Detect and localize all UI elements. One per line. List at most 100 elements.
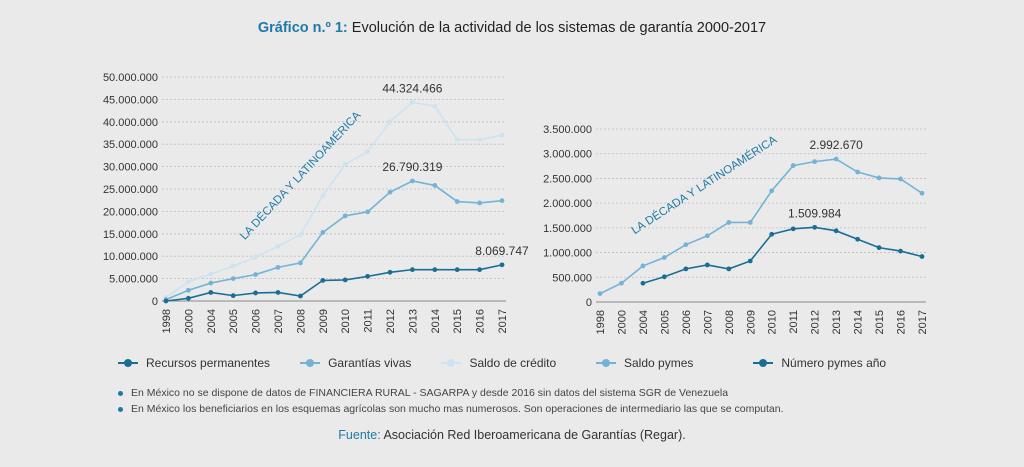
legend-item-recursos-permanentes: Recursos permanentes: [118, 356, 270, 370]
data-point: [230, 293, 236, 299]
legend-label: Saldo pymes: [624, 356, 694, 370]
source-line: Fuente: Asociación Red Iberoamericana de…: [0, 428, 1024, 442]
x-tick-label: 2012: [385, 309, 397, 333]
data-point: [477, 137, 482, 143]
x-tick-label: 2008: [295, 309, 307, 333]
y-tick-label: 1.000.000: [543, 248, 592, 260]
x-tick-label: 2014: [430, 309, 442, 333]
data-point: [432, 103, 438, 109]
data-point: [477, 200, 482, 206]
x-tick-label: 2007: [702, 310, 714, 334]
data-label: 2.992.670: [809, 138, 863, 152]
note-item: En México no se dispone de datos de FINA…: [118, 385, 784, 401]
data-point: [410, 267, 415, 273]
y-tick-label: 35.000.000: [103, 139, 158, 151]
data-point: [619, 280, 624, 286]
legend-label: Garantías vivas: [328, 356, 412, 370]
data-point: [208, 290, 214, 295]
data-point: [298, 232, 303, 238]
x-tick-label: 2000: [616, 310, 628, 334]
x-tick-label: 2013: [407, 309, 419, 333]
data-point: [477, 267, 482, 273]
data-point: [320, 230, 326, 235]
data-point: [230, 263, 236, 269]
y-tick-label: 5.000.000: [109, 274, 158, 286]
data-point: [919, 190, 925, 196]
note-text: En México los beneficiarios en los esque…: [131, 403, 784, 415]
data-point: [387, 269, 393, 275]
data-point: [253, 254, 258, 260]
data-point: [898, 248, 903, 254]
data-point: [365, 209, 370, 215]
data-point: [812, 159, 818, 165]
x-tick-label: 2005: [659, 310, 671, 334]
data-point: [410, 178, 415, 184]
data-point: [683, 266, 689, 272]
x-tick-label: 2014: [853, 310, 865, 334]
x-tick-label: 2015: [874, 310, 886, 334]
y-tick-label: 45.000.000: [103, 94, 158, 106]
data-point: [640, 280, 646, 286]
x-tick-label: 2004: [638, 310, 650, 334]
legend-swatch: [596, 358, 616, 368]
data-point: [454, 267, 460, 273]
data-point: [365, 149, 370, 155]
data-label: 44.324.466: [382, 81, 442, 95]
data-point: [342, 277, 348, 283]
data-point: [208, 271, 214, 277]
x-tick-label: 2008: [724, 310, 736, 334]
data-point: [320, 277, 326, 283]
x-tick-label: 2011: [788, 310, 800, 334]
x-tick-label: 2007: [273, 309, 285, 333]
data-point: [833, 228, 839, 234]
data-point: [186, 279, 191, 285]
y-tick-label: 3.000.000: [543, 149, 592, 161]
data-point: [163, 298, 169, 304]
data-point: [275, 265, 281, 270]
data-point: [186, 287, 191, 293]
data-point: [499, 198, 505, 204]
data-point: [747, 258, 753, 264]
data-point: [454, 199, 460, 204]
y-tick-label: 0: [152, 296, 158, 308]
data-point: [298, 260, 303, 266]
y-tick-label: 2.000.000: [543, 198, 592, 210]
data-label: 1.509.984: [788, 206, 842, 220]
x-tick-label: 1998: [595, 310, 607, 334]
data-point: [769, 231, 775, 237]
data-point: [683, 242, 689, 248]
data-point: [432, 267, 438, 273]
data-point: [253, 290, 258, 296]
x-tick-label: 2009: [318, 309, 330, 333]
x-tick-label: 2010: [340, 309, 352, 333]
x-tick-label: 2015: [452, 309, 464, 333]
y-tick-label: 15.000.000: [103, 229, 158, 241]
data-point: [342, 161, 348, 167]
data-label: 8.069.747: [475, 244, 529, 258]
legend-label: Saldo de crédito: [469, 356, 557, 370]
legend-right: Saldo pymes Número pymes año: [596, 356, 916, 370]
data-point: [387, 119, 393, 125]
series-line: [642, 226, 923, 284]
x-tick-label: 2017: [917, 310, 929, 334]
x-tick-label: 1998: [161, 309, 173, 333]
data-point: [253, 272, 258, 277]
x-tick-label: 2016: [475, 309, 487, 333]
x-tick-label: 2017: [497, 309, 509, 333]
data-point: [454, 137, 460, 143]
data-point: [432, 183, 438, 188]
data-point: [662, 274, 667, 280]
legend-label: Recursos permanentes: [146, 356, 271, 370]
series-line: [165, 264, 503, 302]
data-point: [876, 175, 882, 181]
y-tick-label: 40.000.000: [103, 117, 158, 129]
data-point: [597, 291, 603, 296]
y-tick-label: 3.500.000: [543, 124, 592, 136]
data-point: [812, 224, 818, 230]
data-point: [662, 255, 667, 260]
x-tick-label: 2010: [767, 310, 779, 334]
data-point: [410, 100, 415, 105]
x-tick-label: 2011: [363, 309, 375, 333]
data-point: [499, 132, 505, 138]
